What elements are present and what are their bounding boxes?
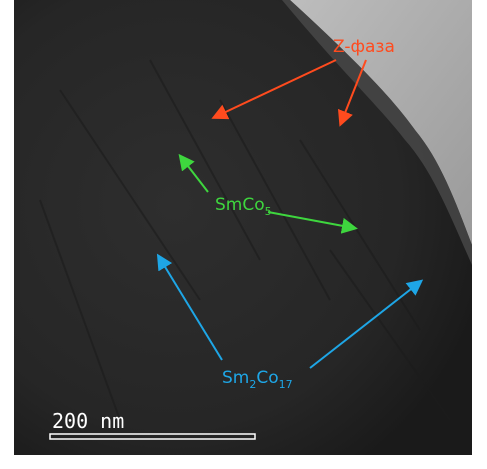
smco5-label: SmCo5 <box>215 195 272 218</box>
label-subscript: 17 <box>279 378 293 391</box>
label-part: SmCo <box>215 195 265 215</box>
label-subscript: 2 <box>249 378 256 391</box>
z-phase-label: Z-фаза <box>333 37 395 57</box>
label-part: Sm <box>222 368 249 388</box>
label-part: Co <box>256 368 278 388</box>
scale-bar-label: 200 nm <box>52 409 124 433</box>
label-subscript: 5 <box>265 205 272 218</box>
micrograph: Z-фаза SmCo5 Sm2Co17 200 nm <box>0 0 487 469</box>
